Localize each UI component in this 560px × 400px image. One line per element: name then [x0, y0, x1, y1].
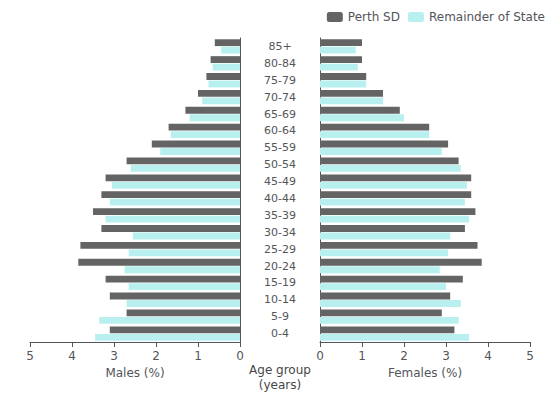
- svg-text:80-84: 80-84: [264, 57, 296, 70]
- svg-text:2: 2: [152, 349, 160, 363]
- svg-text:1: 1: [194, 349, 202, 363]
- svg-text:4: 4: [484, 349, 492, 363]
- svg-text:0: 0: [236, 349, 244, 363]
- svg-text:40-44: 40-44: [264, 192, 296, 205]
- svg-text:5: 5: [26, 349, 34, 363]
- svg-text:65-69: 65-69: [264, 108, 296, 121]
- svg-text:85+: 85+: [268, 40, 291, 53]
- svg-text:10-14: 10-14: [264, 293, 296, 306]
- svg-text:55-59: 55-59: [264, 141, 296, 154]
- svg-text:30-34: 30-34: [264, 226, 296, 239]
- svg-text:Perth SD: Perth SD: [348, 10, 400, 24]
- svg-text:5: 5: [526, 349, 534, 363]
- svg-text:2: 2: [400, 349, 408, 363]
- svg-text:35-39: 35-39: [264, 209, 296, 222]
- svg-text:Males (%): Males (%): [105, 366, 164, 380]
- svg-text:Remainder of State: Remainder of State: [429, 10, 545, 24]
- svg-text:20-24: 20-24: [264, 260, 296, 273]
- svg-text:60-64: 60-64: [264, 124, 296, 137]
- svg-text:3: 3: [442, 349, 450, 363]
- svg-text:5-9: 5-9: [271, 310, 289, 323]
- svg-text:Age group: Age group: [249, 363, 311, 377]
- svg-text:0-4: 0-4: [271, 327, 289, 340]
- svg-text:15-19: 15-19: [264, 276, 296, 289]
- svg-text:25-29: 25-29: [264, 243, 296, 256]
- svg-text:1: 1: [358, 349, 366, 363]
- svg-text:(years): (years): [259, 378, 301, 392]
- svg-text:Females (%): Females (%): [388, 366, 462, 380]
- svg-text:45-49: 45-49: [264, 175, 296, 188]
- svg-text:50-54: 50-54: [264, 158, 296, 171]
- svg-text:0: 0: [316, 349, 324, 363]
- svg-text:3: 3: [110, 349, 118, 363]
- svg-text:75-79: 75-79: [264, 74, 296, 87]
- svg-text:70-74: 70-74: [264, 91, 296, 104]
- svg-text:4: 4: [68, 349, 76, 363]
